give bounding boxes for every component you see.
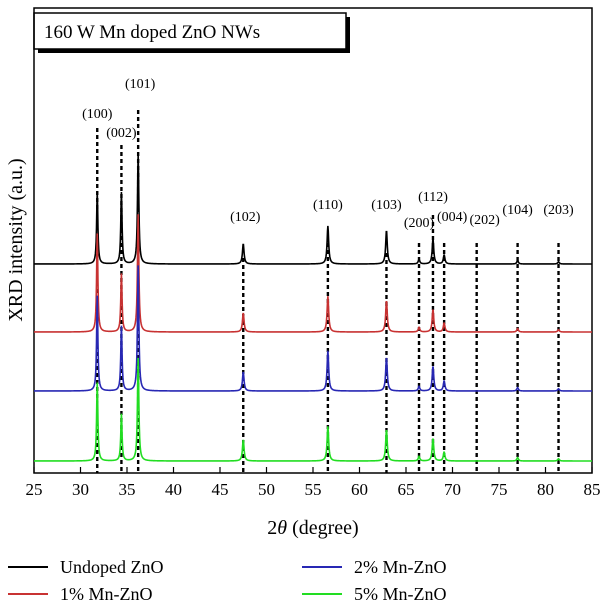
peak-label: (004) <box>437 210 468 225</box>
legend-label: 5% Mn-ZnO <box>354 584 447 604</box>
x-axis-title-suffix: (degree) <box>287 517 359 539</box>
x-tick-label: 40 <box>165 480 182 499</box>
peak-label: (104) <box>502 203 533 218</box>
series-line-2 <box>34 265 592 392</box>
peak-label: (112) <box>418 190 448 205</box>
x-axis-ticks: 25 30 35 40 45 50 55 60 65 70 75 80 85 <box>26 467 600 499</box>
x-tick-label: 65 <box>398 480 415 499</box>
peak-label: (202) <box>470 213 501 228</box>
series-line-3 <box>34 357 592 462</box>
x-tick-label: 60 <box>351 480 368 499</box>
x-tick-label: 70 <box>444 480 461 499</box>
x-tick-label: 50 <box>258 480 275 499</box>
series-lines <box>34 154 592 462</box>
legend-label: 2% Mn-ZnO <box>354 557 447 577</box>
peak-label: (103) <box>371 198 402 213</box>
series-line-0 <box>34 154 592 265</box>
peak-label: (203) <box>543 203 574 218</box>
peak-label: (100) <box>82 107 113 122</box>
plot-frame <box>33 7 593 474</box>
peak-label: (102) <box>230 210 261 225</box>
series-line-1 <box>34 214 592 333</box>
x-axis-title: 2θ (degree) <box>267 517 358 539</box>
x-tick-label: 75 <box>491 480 508 499</box>
y-axis-title: XRD intensity (a.u.) <box>5 158 27 321</box>
x-tick-label: 30 <box>72 480 89 499</box>
title-box <box>33 12 347 50</box>
x-tick-label: 55 <box>305 480 322 499</box>
x-tick-label: 85 <box>584 480 600 499</box>
legend: Undoped ZnO 1% Mn-ZnO 2% Mn-ZnO 5% Mn-ZnO <box>8 557 447 604</box>
peak-reference-lines <box>96 110 560 473</box>
peak-label: (101) <box>125 77 156 92</box>
peak-labels: (100) (002) (101) (102) (110) (103)(200) (112)… <box>82 77 574 231</box>
legend-label: 1% Mn-ZnO <box>60 584 153 604</box>
peak-label: (002) <box>106 126 137 141</box>
x-axis-title-symbol: θ <box>277 517 287 539</box>
peak-label: (200) <box>404 216 435 231</box>
x-tick-label: 45 <box>212 480 229 499</box>
x-tick-label: 80 <box>537 480 554 499</box>
legend-label: Undoped ZnO <box>60 557 163 577</box>
peak-label: (110) <box>313 198 343 213</box>
x-tick-label: 25 <box>26 480 43 499</box>
chart-title: 160 W Mn doped ZnO NWs <box>44 22 260 43</box>
x-axis-title-prefix: 2 <box>267 517 277 539</box>
x-tick-label: 35 <box>119 480 136 499</box>
